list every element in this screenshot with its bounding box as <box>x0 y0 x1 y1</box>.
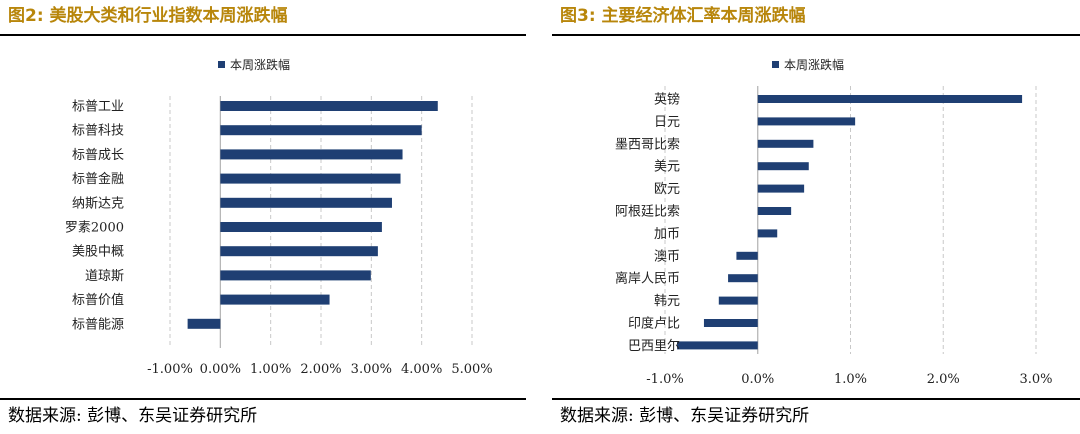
left-source-text: 数据来源: 彭博、东吴证券研究所 <box>8 406 258 426</box>
right-category-label-0: 英镑 <box>654 92 680 108</box>
right-x-tick-label-4: 3.0% <box>1019 372 1052 387</box>
right-category-label-9: 韩元 <box>654 294 680 309</box>
left-x-tick-label-6: 5.00% <box>451 362 492 377</box>
left-x-tick-label-2: 1.00% <box>250 362 291 377</box>
left-source-bar: 数据来源: 彭博、东吴证券研究所 <box>0 398 526 434</box>
right-category-label-11: 巴西里尔 <box>628 339 680 354</box>
right-category-label-1: 日元 <box>654 115 680 130</box>
left-chart-title: 图2: 美股大类和行业指数本周涨跌幅 <box>8 6 288 26</box>
right-category-label-3: 美元 <box>654 160 680 175</box>
right-bar-5 <box>757 207 792 215</box>
left-bar-6 <box>220 246 378 257</box>
left-bar-9 <box>187 318 221 329</box>
right-bar-2 <box>757 139 814 148</box>
left-x-tick-label-1: 0.00% <box>200 362 241 377</box>
right-bar-10 <box>703 319 758 327</box>
right-category-label-4: 欧元 <box>654 182 680 197</box>
right-category-label-5: 阿根廷比索 <box>615 205 680 220</box>
right-category-label-8: 离岸人民币 <box>615 271 680 287</box>
right-category-label-2: 墨西哥比索 <box>615 137 680 152</box>
right-x-tick-label-1: 0.0% <box>741 372 774 387</box>
right-chart-title: 图3: 主要经济体汇率本周涨跌幅 <box>560 6 806 26</box>
left-category-label-0: 标普工业 <box>72 100 124 115</box>
right-x-tick-label-3: 2.0% <box>927 372 960 387</box>
right-source-text: 数据来源: 彭博、东吴证券研究所 <box>560 406 810 426</box>
right-bar-0 <box>757 95 1023 103</box>
left-bar-5 <box>220 222 382 232</box>
right-bar-9 <box>718 296 758 305</box>
left-chart-panel: 图2: 美股大类和行业指数本周涨跌幅 -1.00% 0.00% 1.00% 2.00%… <box>0 0 526 432</box>
right-legend-swatch <box>772 61 779 68</box>
right-chart-panel: 图3: 主要经济体汇率本周涨跌幅 -1.0% 0.0% 1.0% 2.0% 3.0% 本周… <box>552 0 1080 432</box>
right-bar-11 <box>677 341 758 350</box>
right-bar-8 <box>728 274 758 283</box>
left-category-label-8: 标普价值 <box>72 292 124 308</box>
left-x-tick-label-0: -1.00% <box>147 362 193 377</box>
left-category-label-9: 标普能源 <box>72 317 124 332</box>
left-bar-2 <box>220 149 403 160</box>
left-bar-chart: -1.00% 0.00% 1.00% 2.00% 3.00% 4.00% 5.00% 本周涨跌… <box>65 57 493 377</box>
right-legend-label: 本周涨跌幅 <box>784 57 844 72</box>
left-legend-swatch <box>218 61 225 68</box>
right-bar-4 <box>757 184 805 193</box>
left-x-tick-label-3: 2.00% <box>300 362 341 377</box>
left-category-label-7: 道琼斯 <box>85 269 124 284</box>
left-x-tick-label-4: 3.00% <box>351 362 392 377</box>
left-category-label-1: 标普科技 <box>72 124 124 139</box>
left-bar-0 <box>220 101 438 111</box>
left-category-label-3: 标普金融 <box>72 171 124 187</box>
left-category-label-2: 标普成长 <box>72 148 124 163</box>
left-bar-1 <box>220 125 422 136</box>
left-bar-3 <box>220 173 401 184</box>
left-legend-label: 本周涨跌幅 <box>230 57 290 72</box>
left-bar-4 <box>220 197 392 208</box>
left-bar-7 <box>220 270 371 281</box>
right-bar-chart: -1.0% 0.0% 1.0% 2.0% 3.0% 本周涨跌幅英镑日元墨西哥比索美元欧元阿… <box>615 57 1053 387</box>
right-bar-6 <box>757 229 778 238</box>
right-bar-3 <box>757 162 809 171</box>
right-bar-1 <box>757 117 856 126</box>
right-category-label-7: 澳币 <box>654 248 680 264</box>
right-title-bar: 图3: 主要经济体汇率本周涨跌幅 <box>552 0 1080 36</box>
left-x-tick-label-5: 4.00% <box>401 362 442 377</box>
right-source-bar: 数据来源: 彭博、东吴证券研究所 <box>552 398 1080 434</box>
left-category-label-4: 纳斯达克 <box>72 196 124 211</box>
right-bar-7 <box>736 251 758 260</box>
right-category-label-10: 印度卢比 <box>628 316 680 332</box>
left-bar-8 <box>220 294 330 305</box>
right-x-tick-label-0: -1.0% <box>646 372 683 387</box>
right-category-label-6: 加币 <box>654 227 680 242</box>
left-category-label-6: 美股中概 <box>72 245 124 260</box>
left-category-label-5: 罗素2000 <box>65 221 124 236</box>
left-title-bar: 图2: 美股大类和行业指数本周涨跌幅 <box>0 0 526 36</box>
right-x-tick-label-2: 1.0% <box>834 372 867 387</box>
